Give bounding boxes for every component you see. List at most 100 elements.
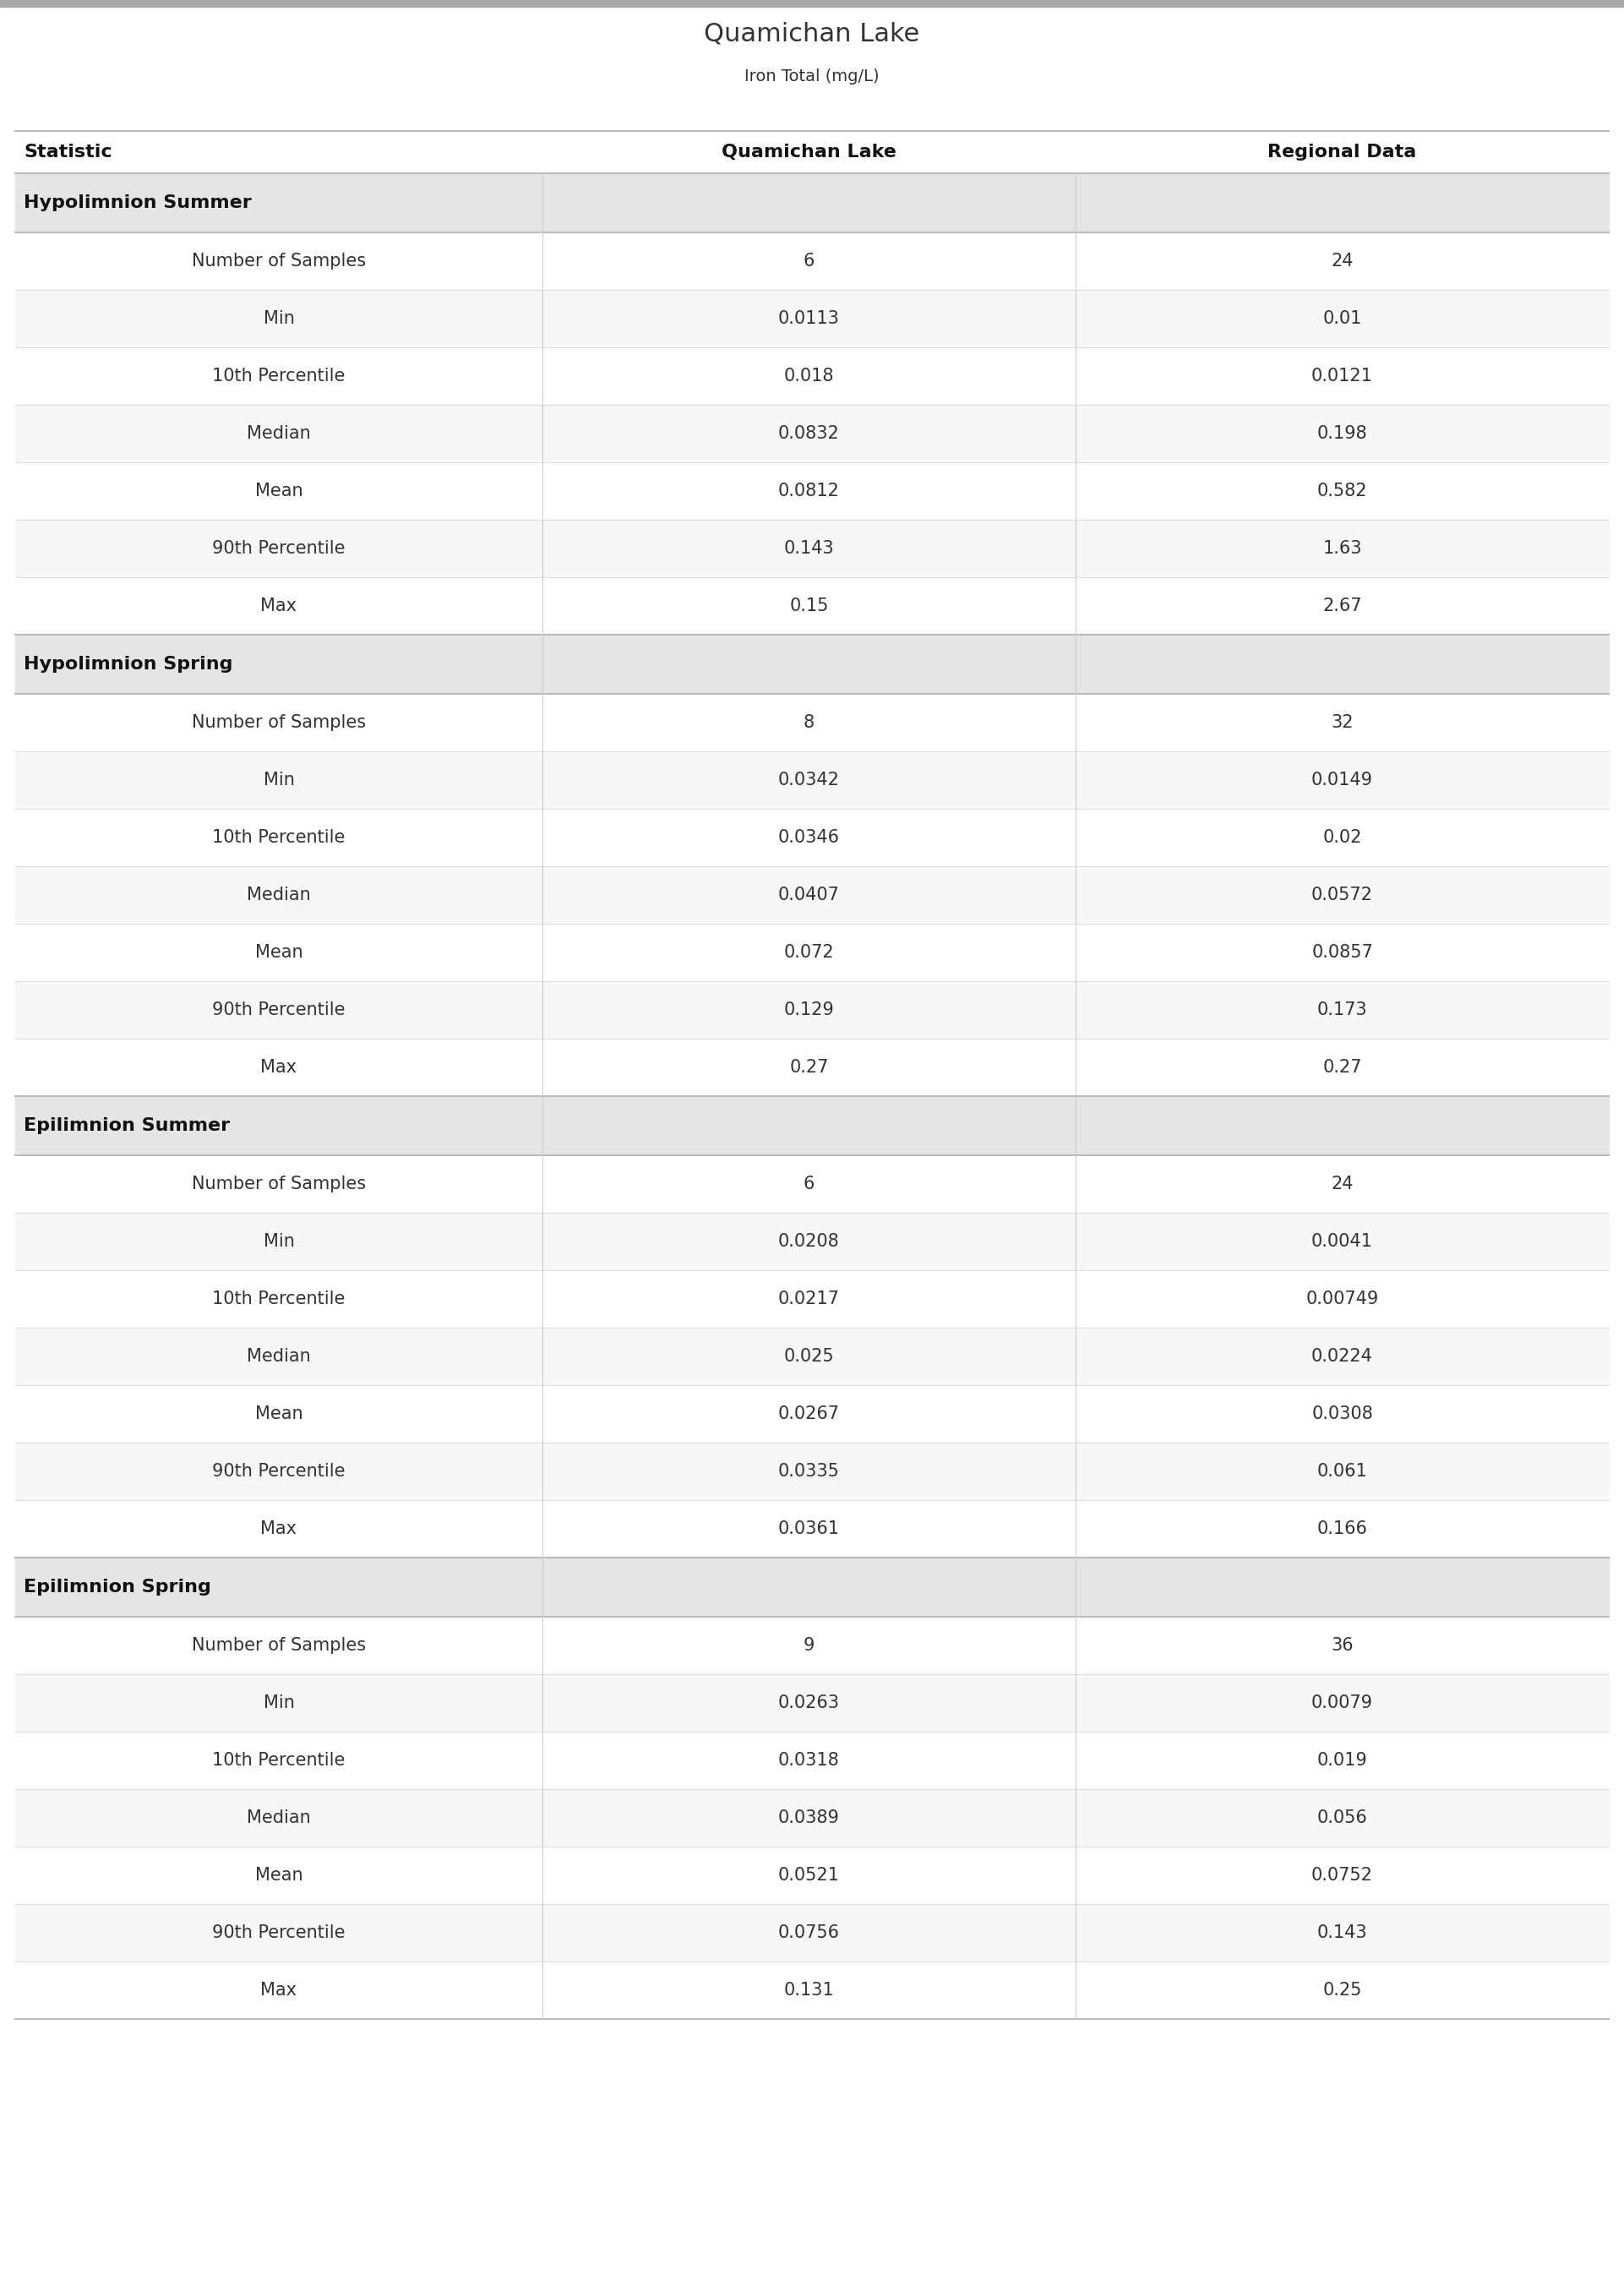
Text: 32: 32 bbox=[1332, 715, 1353, 731]
Text: 0.0756: 0.0756 bbox=[778, 1925, 840, 1941]
Text: Min: Min bbox=[263, 1233, 294, 1251]
Text: Quamichan Lake: Quamichan Lake bbox=[721, 143, 896, 161]
Bar bbox=[15, 1732, 1609, 1789]
Text: Number of Samples: Number of Samples bbox=[192, 1176, 365, 1192]
Text: 90th Percentile: 90th Percentile bbox=[213, 1001, 346, 1019]
Text: 0.00749: 0.00749 bbox=[1306, 1292, 1379, 1308]
Text: Min: Min bbox=[263, 311, 294, 327]
Text: 24: 24 bbox=[1332, 1176, 1353, 1192]
Text: 0.129: 0.129 bbox=[784, 1001, 835, 1019]
Text: 0.173: 0.173 bbox=[1317, 1001, 1367, 1019]
Text: Hypolimnion Summer: Hypolimnion Summer bbox=[24, 195, 252, 211]
Text: 0.0318: 0.0318 bbox=[778, 1752, 840, 1768]
Bar bbox=[15, 1212, 1609, 1271]
Text: 0.019: 0.019 bbox=[1317, 1752, 1367, 1768]
Text: 0.018: 0.018 bbox=[784, 368, 835, 384]
Bar bbox=[15, 291, 1609, 347]
Text: 0.061: 0.061 bbox=[1317, 1462, 1367, 1480]
Text: 0.25: 0.25 bbox=[1322, 1982, 1363, 1998]
Bar bbox=[15, 520, 1609, 577]
Text: 10th Percentile: 10th Percentile bbox=[213, 1292, 346, 1308]
Text: 90th Percentile: 90th Percentile bbox=[213, 540, 346, 556]
Bar bbox=[15, 751, 1609, 808]
Text: Regional Data: Regional Data bbox=[1268, 143, 1416, 161]
Bar bbox=[15, 1616, 1609, 1675]
Text: Min: Min bbox=[263, 1693, 294, 1712]
Text: 0.166: 0.166 bbox=[1317, 1521, 1367, 1537]
Text: 0.02: 0.02 bbox=[1322, 829, 1363, 847]
Bar bbox=[15, 1961, 1609, 2018]
Text: 0.0267: 0.0267 bbox=[778, 1405, 840, 1423]
Text: Median: Median bbox=[247, 888, 310, 903]
Text: 2.67: 2.67 bbox=[1322, 597, 1363, 615]
Text: 0.0812: 0.0812 bbox=[778, 484, 840, 499]
Bar bbox=[15, 1328, 1609, 1385]
Bar bbox=[15, 1040, 1609, 1096]
Text: 0.131: 0.131 bbox=[784, 1982, 835, 1998]
Text: 0.01: 0.01 bbox=[1322, 311, 1363, 327]
Bar bbox=[15, 1155, 1609, 1212]
Bar bbox=[15, 867, 1609, 924]
Text: 0.0407: 0.0407 bbox=[778, 888, 840, 903]
Text: 9: 9 bbox=[804, 1637, 815, 1655]
Bar bbox=[15, 1385, 1609, 1444]
Bar bbox=[15, 577, 1609, 636]
Text: Iron Total (mg/L): Iron Total (mg/L) bbox=[744, 68, 880, 84]
Text: 0.0335: 0.0335 bbox=[778, 1462, 840, 1480]
Bar bbox=[15, 1846, 1609, 1905]
Text: 0.27: 0.27 bbox=[789, 1058, 828, 1076]
Bar bbox=[15, 232, 1609, 291]
Text: 0.0121: 0.0121 bbox=[1312, 368, 1372, 384]
Bar bbox=[15, 173, 1609, 232]
Text: 0.0079: 0.0079 bbox=[1311, 1693, 1372, 1712]
Text: Mean: Mean bbox=[255, 944, 302, 960]
Text: 0.15: 0.15 bbox=[789, 597, 828, 615]
Text: 36: 36 bbox=[1332, 1637, 1353, 1655]
Text: Number of Samples: Number of Samples bbox=[192, 715, 365, 731]
Bar bbox=[15, 1096, 1609, 1155]
Text: 0.072: 0.072 bbox=[784, 944, 835, 960]
Text: 24: 24 bbox=[1332, 252, 1353, 270]
Text: 10th Percentile: 10th Percentile bbox=[213, 829, 346, 847]
Text: Mean: Mean bbox=[255, 484, 302, 499]
Text: 0.0224: 0.0224 bbox=[1312, 1348, 1372, 1364]
Text: 0.582: 0.582 bbox=[1317, 484, 1367, 499]
Text: 0.0263: 0.0263 bbox=[778, 1693, 840, 1712]
Text: Statistic: Statistic bbox=[24, 143, 112, 161]
Bar bbox=[15, 1444, 1609, 1500]
Text: 0.0217: 0.0217 bbox=[778, 1292, 840, 1308]
Text: 0.0389: 0.0389 bbox=[778, 1809, 840, 1827]
Text: 0.0208: 0.0208 bbox=[778, 1233, 840, 1251]
Bar bbox=[15, 132, 1609, 173]
Text: Epilimnion Summer: Epilimnion Summer bbox=[24, 1117, 231, 1135]
Text: 10th Percentile: 10th Percentile bbox=[213, 368, 346, 384]
Bar bbox=[15, 1557, 1609, 1616]
Text: Mean: Mean bbox=[255, 1405, 302, 1423]
Text: Hypolimnion Spring: Hypolimnion Spring bbox=[24, 656, 232, 672]
Text: Quamichan Lake: Quamichan Lake bbox=[705, 20, 919, 45]
Text: 90th Percentile: 90th Percentile bbox=[213, 1925, 346, 1941]
Text: Min: Min bbox=[263, 772, 294, 788]
Text: 10th Percentile: 10th Percentile bbox=[213, 1752, 346, 1768]
Bar bbox=[15, 981, 1609, 1040]
Bar bbox=[15, 1789, 1609, 1846]
Text: 0.0832: 0.0832 bbox=[778, 424, 840, 443]
Bar bbox=[15, 1675, 1609, 1732]
Text: Number of Samples: Number of Samples bbox=[192, 252, 365, 270]
Bar bbox=[15, 636, 1609, 695]
Bar bbox=[15, 924, 1609, 981]
Text: 0.0041: 0.0041 bbox=[1312, 1233, 1372, 1251]
Text: 0.0752: 0.0752 bbox=[1312, 1866, 1372, 1884]
Bar bbox=[15, 404, 1609, 463]
Text: 90th Percentile: 90th Percentile bbox=[213, 1462, 346, 1480]
Text: Max: Max bbox=[261, 597, 297, 615]
Bar bbox=[15, 808, 1609, 867]
Text: Median: Median bbox=[247, 1348, 310, 1364]
Text: Mean: Mean bbox=[255, 1866, 302, 1884]
Text: Median: Median bbox=[247, 1809, 310, 1827]
Text: 0.0149: 0.0149 bbox=[1311, 772, 1372, 788]
Text: Max: Max bbox=[261, 1982, 297, 1998]
Bar bbox=[0, 0, 1624, 7]
Text: 1.63: 1.63 bbox=[1322, 540, 1363, 556]
Bar bbox=[15, 347, 1609, 404]
